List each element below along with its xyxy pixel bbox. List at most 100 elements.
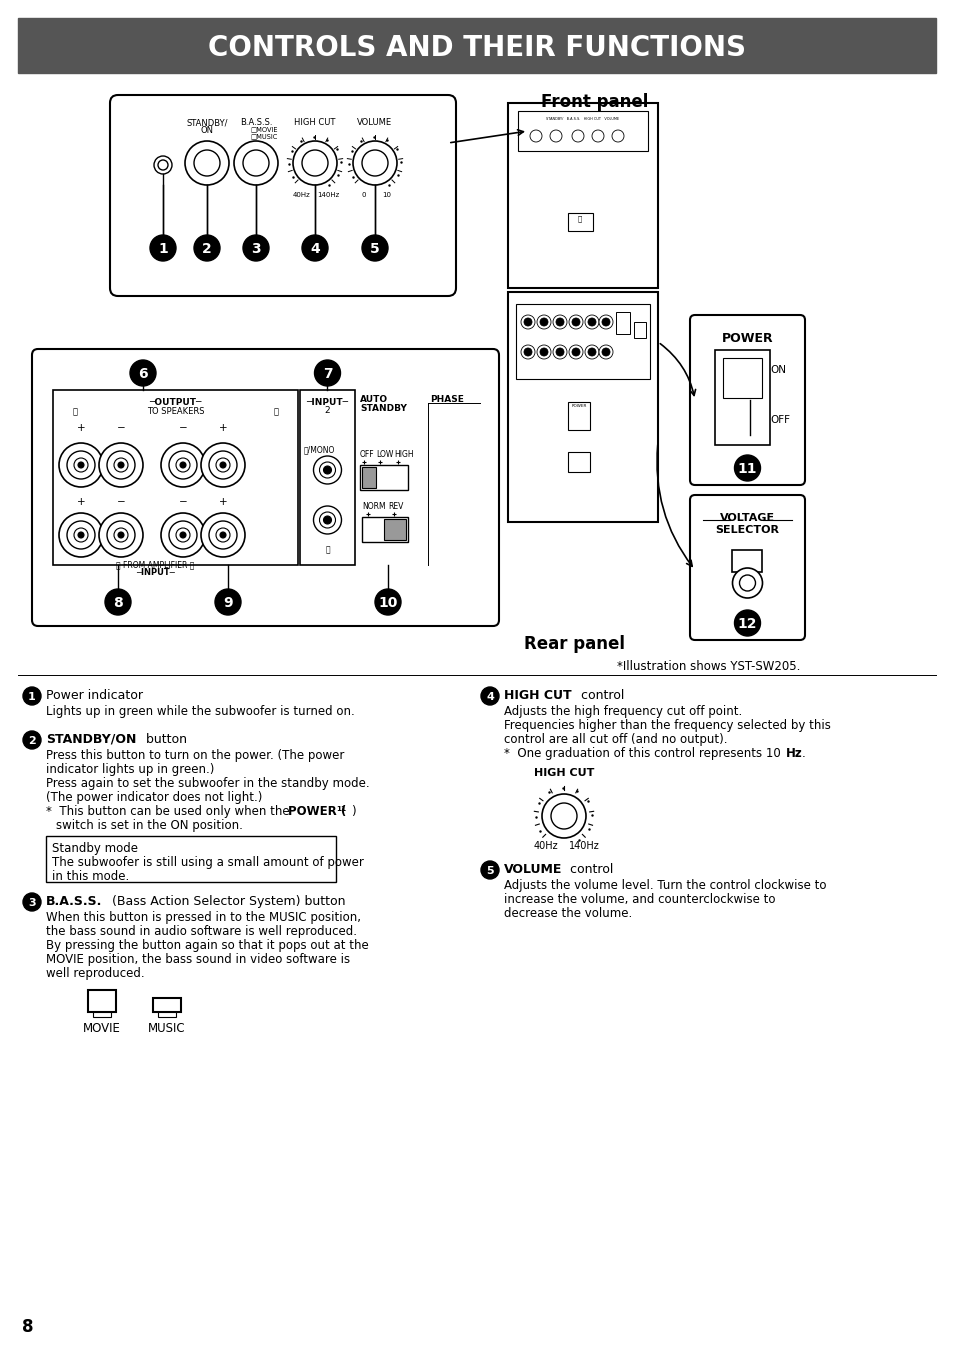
Text: Adjusts the volume level. Turn the control clockwise to: Adjusts the volume level. Turn the contr…: [503, 879, 825, 892]
Circle shape: [209, 452, 236, 479]
Text: increase the volume, and counterclockwise to: increase the volume, and counterclockwis…: [503, 892, 775, 906]
Text: Press again to set the subwoofer in the standby mode.: Press again to set the subwoofer in the …: [46, 776, 369, 790]
Circle shape: [556, 348, 563, 356]
Text: 1: 1: [28, 692, 36, 702]
Circle shape: [598, 315, 613, 329]
Text: NORM: NORM: [361, 501, 385, 511]
Circle shape: [220, 532, 226, 538]
Circle shape: [598, 345, 613, 359]
Circle shape: [201, 443, 245, 487]
Circle shape: [537, 315, 551, 329]
Circle shape: [584, 315, 598, 329]
FancyBboxPatch shape: [110, 94, 456, 297]
Text: 3: 3: [251, 243, 260, 256]
Circle shape: [520, 345, 535, 359]
Text: POWER (: POWER (: [288, 805, 346, 818]
Text: decrease the volume.: decrease the volume.: [503, 907, 632, 919]
Text: −: −: [116, 423, 125, 433]
Circle shape: [99, 443, 143, 487]
Bar: [714, 350, 769, 445]
Circle shape: [323, 466, 331, 474]
Text: +: +: [218, 423, 227, 433]
Text: 5: 5: [486, 865, 494, 876]
Circle shape: [158, 160, 168, 170]
Circle shape: [734, 611, 760, 636]
Circle shape: [572, 129, 583, 142]
Circle shape: [169, 452, 196, 479]
Text: 2: 2: [324, 406, 330, 415]
Text: Ⓛ: Ⓛ: [274, 407, 278, 417]
Text: 4: 4: [310, 243, 319, 256]
Text: 5: 5: [370, 243, 379, 256]
Circle shape: [541, 794, 585, 838]
Text: ): ): [351, 805, 355, 818]
Circle shape: [23, 731, 41, 749]
Text: Press this button to turn on the power. (The power: Press this button to turn on the power. …: [46, 749, 344, 762]
Circle shape: [185, 142, 229, 185]
Bar: [567, 452, 589, 472]
Text: 11: 11: [737, 462, 757, 476]
Circle shape: [361, 150, 388, 177]
Circle shape: [161, 443, 205, 487]
Text: CONTROLS AND THEIR FUNCTIONS: CONTROLS AND THEIR FUNCTIONS: [208, 34, 745, 62]
Circle shape: [314, 456, 341, 484]
Circle shape: [537, 345, 551, 359]
Bar: [722, 359, 761, 398]
Circle shape: [105, 589, 131, 615]
Text: MUSIC: MUSIC: [148, 1022, 186, 1035]
Text: HIGH: HIGH: [394, 450, 414, 460]
Bar: [507, 293, 658, 522]
Circle shape: [480, 687, 498, 705]
Text: STANDBY: STANDBY: [359, 404, 406, 412]
Text: (The power indicator does not light.): (The power indicator does not light.): [46, 791, 262, 803]
Bar: [384, 519, 406, 541]
Text: Ⓐ FROM AMPLIFIER Ⓛ: Ⓐ FROM AMPLIFIER Ⓛ: [116, 559, 194, 569]
Text: HIGH CUT: HIGH CUT: [294, 119, 335, 127]
Circle shape: [215, 528, 230, 542]
Text: Ⓐ: Ⓐ: [59, 461, 63, 469]
Text: +: +: [76, 423, 85, 433]
Text: control are all cut off (and no output).: control are all cut off (and no output).: [503, 733, 727, 745]
Circle shape: [214, 589, 241, 615]
Text: +: +: [218, 497, 227, 507]
Text: 8: 8: [113, 596, 123, 611]
Circle shape: [584, 345, 598, 359]
Circle shape: [175, 458, 190, 472]
Text: B.A.S.S.: B.A.S.S.: [239, 119, 272, 127]
Circle shape: [612, 129, 623, 142]
Circle shape: [480, 861, 498, 879]
Bar: [359, 465, 408, 491]
Circle shape: [107, 520, 135, 549]
Text: 10: 10: [382, 191, 391, 198]
Bar: [299, 390, 355, 565]
Circle shape: [550, 129, 561, 142]
Text: 140Hz: 140Hz: [316, 191, 338, 198]
Bar: [634, 322, 645, 338]
Text: .: .: [801, 747, 805, 760]
Circle shape: [293, 142, 336, 185]
Bar: [53, 390, 297, 565]
Text: STANDBY/ON: STANDBY/ON: [46, 733, 136, 745]
Circle shape: [323, 516, 331, 524]
Circle shape: [539, 318, 547, 326]
Circle shape: [302, 235, 328, 262]
Text: VOLUME: VOLUME: [357, 119, 392, 127]
Text: 0: 0: [361, 191, 366, 198]
Circle shape: [107, 452, 135, 479]
Circle shape: [601, 318, 609, 326]
Circle shape: [520, 315, 535, 329]
Circle shape: [99, 514, 143, 557]
Text: Ⓐ: Ⓐ: [59, 531, 63, 539]
Text: switch is set in the ON position.: switch is set in the ON position.: [56, 820, 243, 832]
Text: 8: 8: [22, 1318, 33, 1336]
Text: Power indicator: Power indicator: [46, 689, 143, 702]
Circle shape: [523, 348, 532, 356]
Text: Standby mode: Standby mode: [52, 842, 138, 855]
Bar: [616, 311, 629, 334]
Text: *  One graduation of this control represents 10: * One graduation of this control represe…: [503, 747, 783, 760]
Circle shape: [215, 458, 230, 472]
Circle shape: [375, 589, 400, 615]
Text: −: −: [178, 497, 187, 507]
Text: VOLUME: VOLUME: [503, 863, 561, 876]
Text: SELECTOR: SELECTOR: [715, 524, 779, 535]
